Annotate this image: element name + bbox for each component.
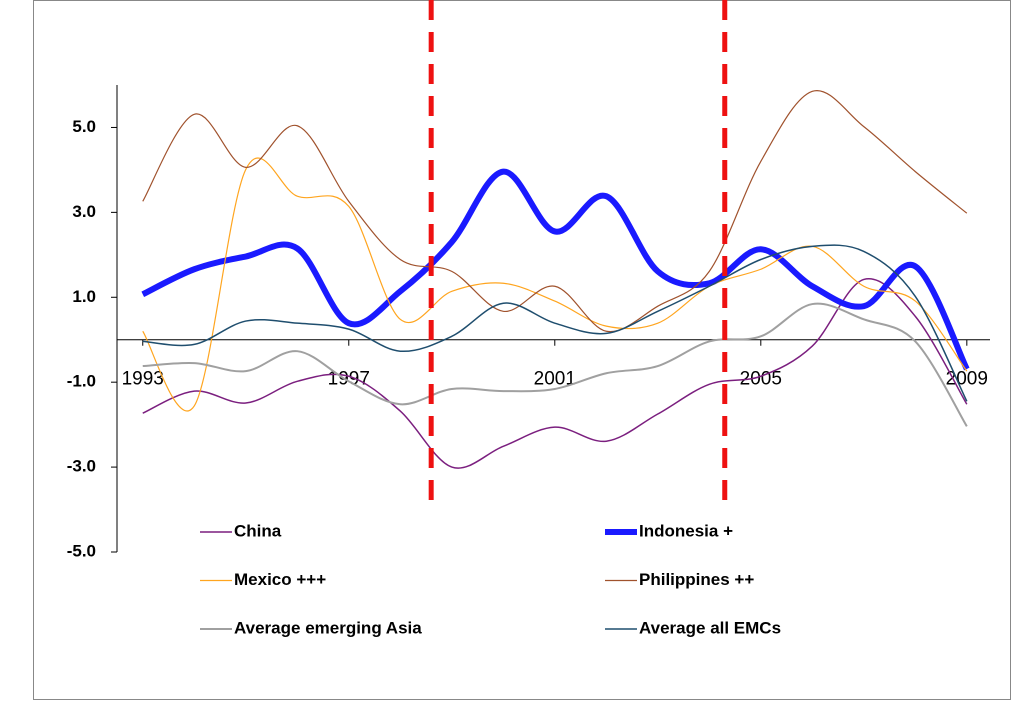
legend-label: Indonesia + <box>639 521 733 540</box>
x-tick-label: 2005 <box>740 369 782 390</box>
legend-label: Average all EMCs <box>639 618 781 637</box>
y-tick-label: -1.0 <box>67 372 96 391</box>
x-tick-label: 1993 <box>122 369 164 390</box>
y-tick-label: -3.0 <box>67 457 96 476</box>
chart-frame <box>33 0 1011 700</box>
legend-label: Average emerging Asia <box>234 618 422 637</box>
series-line <box>141 168 970 371</box>
y-tick-label: 3.0 <box>72 202 96 221</box>
y-tick-label: 5.0 <box>72 117 96 136</box>
y-tick-label: 1.0 <box>72 287 96 306</box>
legend-label: Philippines ++ <box>639 570 754 589</box>
y-tick-label: -5.0 <box>67 541 96 560</box>
series-line <box>142 277 968 469</box>
series-line <box>142 157 968 412</box>
legend-label: Mexico +++ <box>234 570 326 589</box>
series-line <box>142 302 968 427</box>
x-tick-label: 2001 <box>534 369 576 390</box>
x-tick-label: 2009 <box>946 369 988 390</box>
legend-label: China <box>234 521 282 540</box>
series-line <box>142 244 968 402</box>
series-line <box>142 90 968 333</box>
